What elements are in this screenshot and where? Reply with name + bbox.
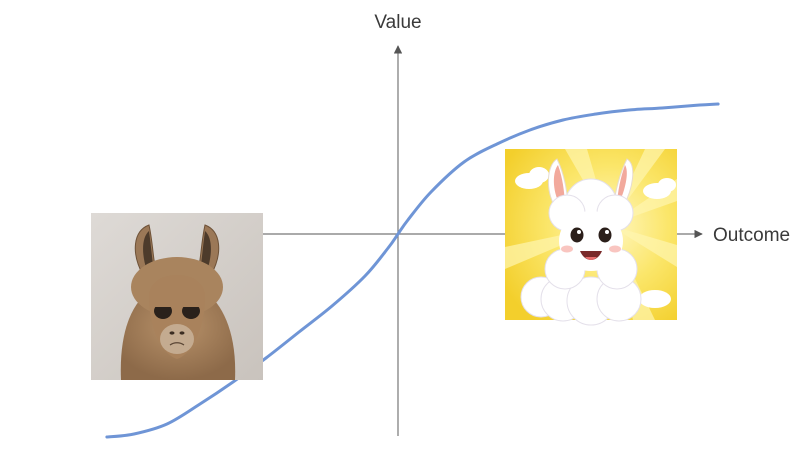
sad-llama-image — [91, 213, 263, 380]
series-line — [105, 102, 720, 439]
x-axis-label: Outcome — [713, 225, 790, 246]
y-axis-label: Value — [374, 12, 421, 33]
happy-llama-image — [505, 149, 677, 326]
